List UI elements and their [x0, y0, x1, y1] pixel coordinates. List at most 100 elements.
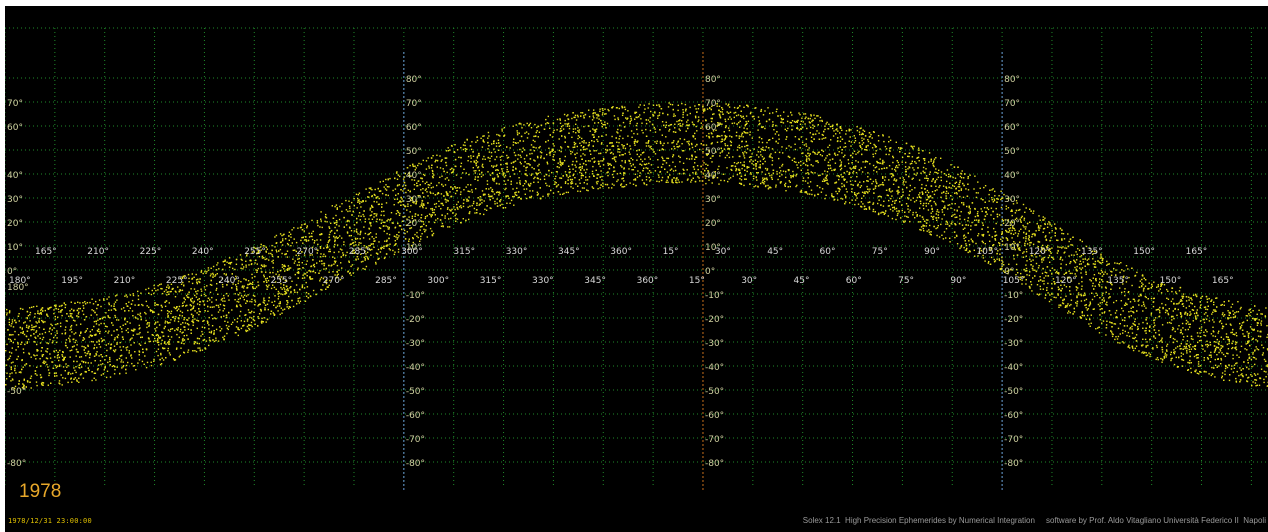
scatter-point	[1204, 335, 1207, 337]
scatter-point	[82, 337, 85, 339]
scatter-point	[523, 183, 526, 185]
scatter-point	[959, 180, 961, 182]
scatter-point	[1045, 275, 1047, 277]
scatter-point	[1038, 294, 1040, 296]
scatter-point	[462, 202, 465, 205]
scatter-point	[709, 174, 711, 177]
scatter-point	[310, 295, 312, 298]
scatter-point	[158, 344, 160, 346]
scatter-point	[654, 128, 656, 130]
scatter-point	[1206, 340, 1208, 342]
scatter-point	[1162, 307, 1164, 310]
scatter-point	[432, 155, 434, 157]
scatter-point	[164, 320, 167, 322]
scatter-point	[1181, 365, 1184, 367]
scatter-point	[1078, 294, 1080, 296]
scatter-point	[1218, 330, 1220, 332]
scatter-point	[202, 272, 204, 275]
scatter-point	[926, 179, 929, 182]
scatter-point	[872, 203, 874, 205]
scatter-point	[824, 170, 826, 172]
scatter-point	[732, 156, 734, 158]
scatter-point	[1138, 323, 1140, 325]
scatter-point	[311, 232, 313, 235]
scatter-point	[967, 251, 969, 254]
scatter-point	[40, 350, 42, 352]
scatter-point	[417, 180, 419, 182]
scatter-point	[807, 177, 809, 179]
scatter-point	[70, 308, 73, 310]
scatter-point	[557, 184, 560, 186]
scatter-point	[965, 249, 968, 251]
scatter-point	[374, 188, 376, 191]
scatter-point	[274, 300, 276, 303]
scatter-point	[841, 176, 843, 178]
scatter-point	[665, 136, 667, 138]
scatter-point	[34, 313, 36, 315]
scatter-point	[944, 205, 946, 207]
scatter-point	[496, 169, 498, 171]
scatter-point	[602, 112, 604, 114]
scatter-point	[171, 316, 174, 318]
scatter-point	[268, 259, 270, 261]
scatter-point	[222, 304, 225, 306]
scatter-point	[711, 105, 713, 107]
scatter-point	[1040, 246, 1043, 249]
scatter-point	[80, 373, 83, 375]
scatter-point	[289, 287, 291, 289]
scatter-point	[1106, 304, 1108, 306]
scatter-point	[445, 150, 448, 152]
scatter-point	[758, 123, 760, 126]
scatter-point	[721, 108, 724, 111]
scatter-point	[329, 231, 331, 233]
scatter-point	[1119, 287, 1121, 289]
scatter-point	[844, 178, 846, 181]
scatter-point	[1034, 253, 1036, 256]
scatter-point	[1044, 217, 1046, 219]
scatter-point	[782, 152, 784, 154]
scatter-point	[912, 148, 914, 150]
scatter-point	[237, 282, 239, 285]
scatter-point	[463, 168, 465, 170]
scatter-point	[106, 298, 108, 300]
scatter-point	[243, 278, 245, 280]
scatter-point	[611, 173, 614, 176]
scatter-point	[117, 319, 120, 321]
scatter-point	[501, 155, 503, 157]
scatter-point	[381, 210, 383, 213]
scatter-point	[768, 172, 770, 175]
scatter-point	[780, 121, 782, 123]
scatter-point	[1005, 208, 1007, 210]
scatter-point	[84, 370, 86, 373]
scatter-point	[912, 177, 914, 179]
scatter-point	[241, 259, 243, 261]
scatter-point	[411, 199, 414, 201]
scatter-point	[628, 151, 630, 153]
scatter-point	[26, 342, 28, 344]
scatter-point	[736, 162, 738, 165]
scatter-point	[503, 176, 506, 178]
scatter-point	[1061, 302, 1064, 304]
scatter-point	[31, 328, 34, 331]
scatter-point	[177, 341, 179, 343]
scatter-point	[239, 315, 241, 317]
scatter-point	[833, 169, 836, 171]
scatter-point	[458, 156, 460, 158]
scatter-point	[1209, 361, 1212, 363]
scatter-point	[915, 211, 917, 214]
scatter-point	[951, 202, 953, 205]
scatter-point	[667, 157, 670, 160]
scatter-point	[549, 154, 551, 156]
scatter-point	[585, 179, 587, 181]
scatter-point	[353, 230, 356, 232]
scatter-point	[139, 331, 141, 334]
scatter-point	[696, 111, 698, 113]
scatter-point	[334, 274, 336, 276]
scatter-point	[303, 287, 306, 289]
scatter-point	[779, 175, 781, 177]
scatter-point	[1159, 288, 1161, 290]
scatter-point	[1166, 297, 1168, 299]
scatter-point	[148, 338, 150, 340]
scatter-point	[1252, 381, 1254, 383]
scatter-point	[227, 328, 229, 331]
